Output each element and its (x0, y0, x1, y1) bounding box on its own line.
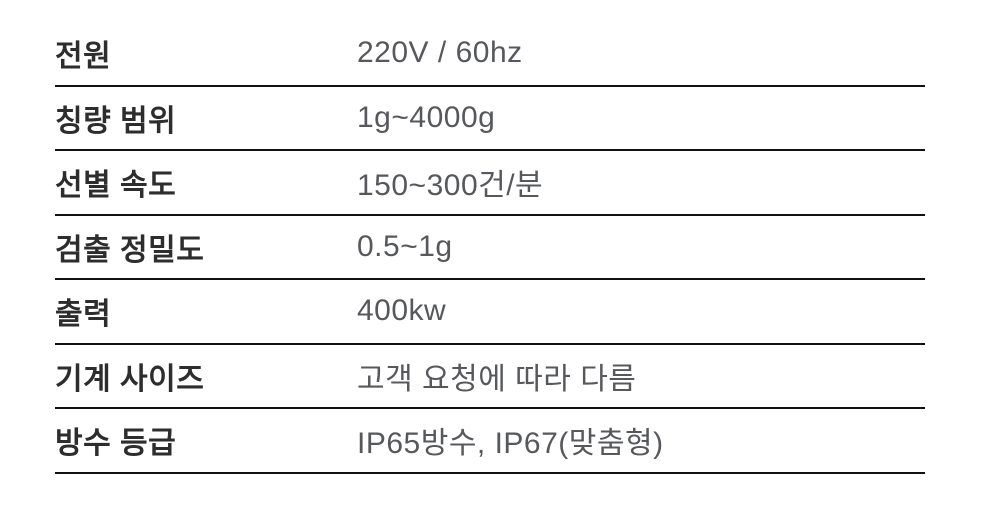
table-row: 기계 사이즈 고객 요청에 따라 다름 (55, 345, 925, 409)
spec-value-waterproof-rating: IP65방수, IP67(맞춤형) (357, 427, 664, 461)
spec-label-machine-size: 기계 사이즈 (55, 362, 205, 396)
spec-table: 전원 220V / 60hz 칭량 범위 1g~4000g 선별 속도 150~… (55, 22, 925, 474)
table-row: 칭량 범위 1g~4000g (55, 87, 925, 151)
spec-label-weighing-range: 칭량 범위 (55, 104, 177, 138)
table-row: 출력 400kw (55, 280, 925, 345)
table-row: 검출 정밀도 0.5~1g (55, 216, 925, 280)
spec-value-detection-precision: 0.5~1g (357, 229, 453, 263)
spec-label-output: 출력 (55, 298, 112, 332)
spec-label-waterproof-rating: 방수 등급 (55, 427, 177, 461)
spec-label-sorting-speed: 선별 속도 (55, 169, 177, 203)
spec-value-sorting-speed: 150~300건/분 (357, 169, 544, 203)
spec-value-machine-size: 고객 요청에 따라 다름 (357, 362, 637, 396)
table-row: 전원 220V / 60hz (55, 22, 925, 87)
spec-value-weighing-range: 1g~4000g (357, 100, 496, 134)
spec-label-detection-precision: 검출 정밀도 (55, 233, 205, 267)
table-row: 선별 속도 150~300건/분 (55, 151, 925, 216)
spec-value-power: 220V / 60hz (357, 36, 523, 70)
spec-label-power: 전원 (55, 40, 112, 74)
spec-value-output: 400kw (357, 294, 447, 328)
table-row: 방수 등급 IP65방수, IP67(맞춤형) (55, 409, 925, 474)
